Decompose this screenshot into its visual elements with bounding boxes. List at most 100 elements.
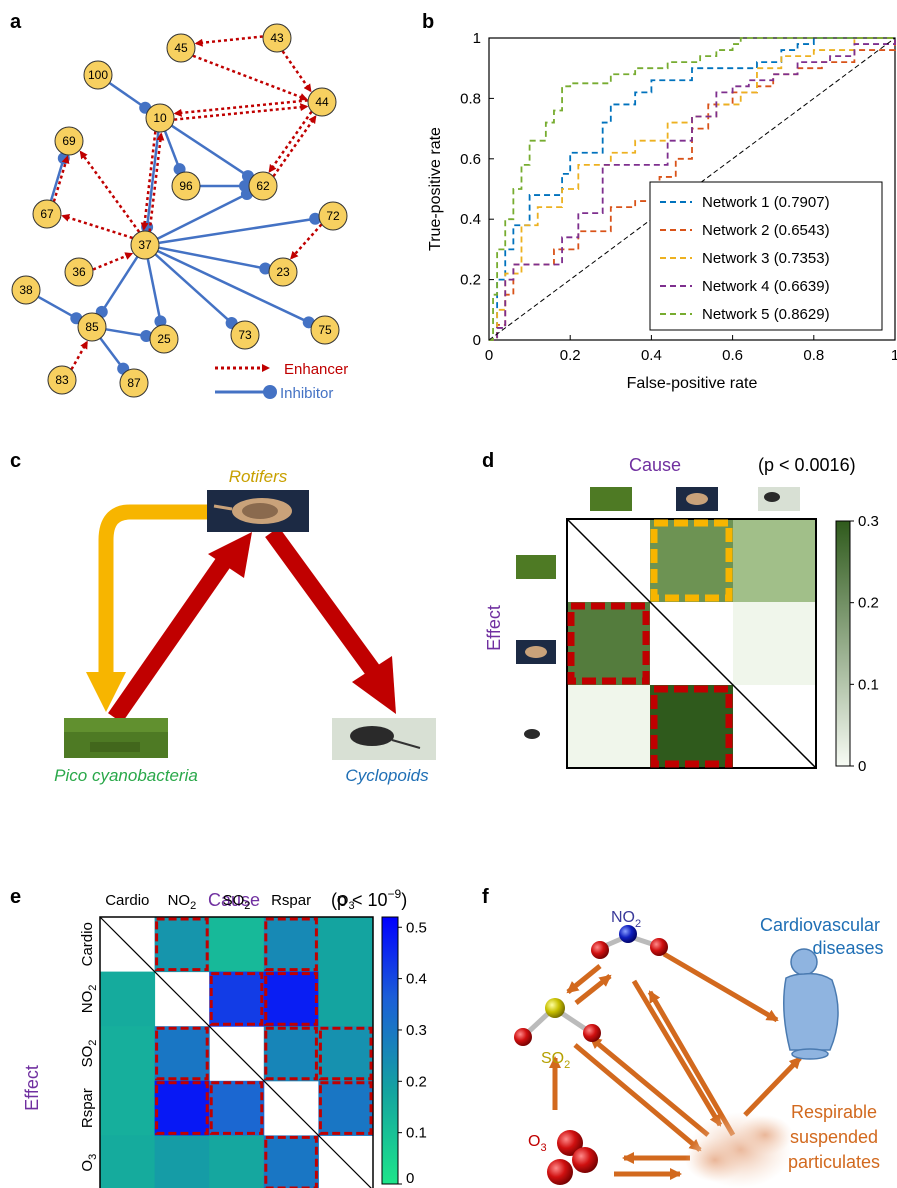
heatmap-cell (567, 602, 650, 685)
network-node-label: 67 (40, 207, 54, 221)
heatmap-diagonal (566, 518, 817, 769)
inhibitor-edge (108, 81, 146, 109)
network-node-label: 43 (270, 31, 284, 45)
colorbar-e: 0.5 0.4 0.3 0.2 0.1 0 (381, 916, 427, 1187)
significant-cell-highlight (155, 1026, 209, 1081)
heatmap-cell (263, 971, 319, 1027)
pollutant-arrows (549, 951, 802, 1180)
inhibitor-edge (49, 157, 66, 201)
heatmap-cell (318, 917, 374, 973)
network-node-label: 38 (19, 283, 33, 297)
inhibitor-dot (154, 315, 167, 328)
inhibitor-dot (140, 330, 153, 343)
arrow-no2-to-rsp (631, 979, 723, 1127)
x-tick-label: 0.8 (803, 347, 824, 364)
heatmap-cell (154, 917, 210, 973)
so2-label: SO2 (541, 1050, 570, 1071)
colorbar-tick-label: 0.4 (406, 971, 427, 988)
heatmap-cell (318, 971, 374, 1027)
colorbar-d: 0.3 0.2 0.1 0 (835, 513, 879, 775)
plot-frame (488, 37, 896, 341)
significant-cell-highlight (318, 1081, 373, 1135)
network-node (32, 199, 62, 229)
inhibitor-edge (158, 246, 266, 270)
inhibitor-edge (170, 124, 249, 178)
network-node-label: 69 (62, 134, 76, 148)
network-node-label: 23 (276, 265, 290, 279)
significant-cell-highlight (209, 1081, 264, 1135)
inhibitor-edge (145, 131, 160, 228)
cause-thumbnails (590, 487, 800, 511)
rsp-label-line2: suspended (790, 1127, 878, 1147)
y-tick-label: 0.2 (460, 272, 481, 289)
network-node (248, 171, 278, 201)
rsp-cloud (685, 1112, 793, 1188)
network-node (262, 23, 292, 53)
pico-to-rotifer-arrowhead (208, 532, 252, 578)
network-node-label: 96 (179, 179, 193, 193)
network-node (310, 315, 340, 345)
row-label: SO2 (79, 1040, 99, 1068)
network-node (230, 320, 260, 350)
network-node-label: 36 (72, 265, 86, 279)
arrow-no2-to-cardio (662, 951, 779, 1023)
panel-label-d: d (482, 450, 494, 472)
network-node (166, 33, 196, 63)
effect-label-e: Effect (22, 1065, 42, 1111)
network-nodes: 100 45 43 44 10 69 96 62 67 37 72 36 23 38 85 25 73 75 83 8… (11, 23, 348, 398)
inhibitor-edge (154, 253, 233, 324)
y-tick-label: 0 (473, 332, 481, 349)
cyclopoids-label: Cyclopoids (345, 766, 429, 785)
network-node (307, 87, 337, 117)
inhibitor-dot (259, 262, 272, 275)
inhibitor-legend-dot (263, 385, 277, 399)
column-label: O3 (337, 892, 355, 912)
heatmap-cell (650, 519, 733, 602)
o3-label: O3 (528, 1133, 547, 1154)
heatmap-cell (263, 1026, 319, 1082)
enhancer-edge (192, 54, 308, 101)
enhancer-edge (281, 50, 312, 93)
colorbar-tick-label: 0 (406, 1170, 414, 1187)
inhibitor-legend-label: Inhibitor (280, 385, 333, 402)
colorbar-gradient (381, 916, 399, 1185)
column-label: Cardio (105, 892, 149, 909)
enhancer-edge (148, 132, 165, 232)
network-node (268, 257, 298, 287)
pico-to-rotifer-arrow (108, 555, 232, 723)
legend-entry: Network 2 (0.6543) (702, 222, 830, 239)
rotifer-to-cyclopoid-arrowhead (352, 656, 396, 714)
network-node (83, 60, 113, 90)
significant-cell-highlight (567, 602, 650, 685)
no2-label: NO2 (611, 909, 641, 930)
roc-series-line (489, 37, 895, 341)
network-node-label: 75 (318, 323, 332, 337)
heatmap-cell (209, 917, 265, 973)
legend-box (649, 181, 883, 331)
effect-label-d: Effect (484, 605, 504, 651)
heatmap-frame (99, 916, 374, 1188)
pvalue-label-e: (p < 10−9) (331, 887, 407, 910)
colorbar-tick-label: 0.2 (858, 595, 879, 612)
arrow-no2-to-so2 (566, 964, 602, 994)
diagonal-reference-line (488, 37, 896, 341)
panel-label-e: e (10, 886, 21, 908)
enhancer-edge (290, 223, 323, 260)
network-node-label: 45 (174, 41, 188, 55)
arrow-rsp-to-no2 (647, 990, 736, 1137)
significant-cell-highlight (318, 1026, 373, 1081)
inhibitor-edge (157, 249, 310, 324)
network-node-label: 85 (85, 320, 99, 334)
cardio-person-icon (783, 948, 839, 1060)
network-node-label: 83 (55, 373, 69, 387)
enhancer-edge (61, 213, 133, 240)
x-axis-label: False-positive rate (627, 375, 758, 392)
inhibitor-edge (146, 258, 162, 322)
enhancer-edge (140, 131, 157, 231)
x-tick-label: 0.4 (641, 347, 662, 364)
panel-label-b: b (422, 11, 434, 33)
rsp-label-line3: particulates (788, 1152, 880, 1172)
legend-entry: Network 4 (0.6639) (702, 278, 830, 295)
panel-label-f: f (482, 886, 489, 908)
panel-c: c Rotifers Pico cyanobacteria (10, 450, 436, 785)
